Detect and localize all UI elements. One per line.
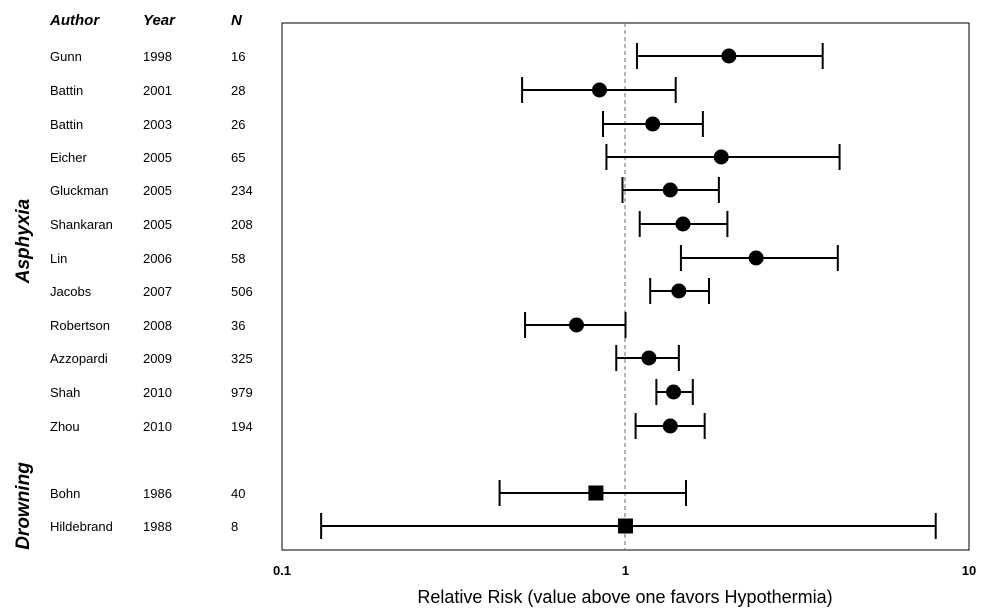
estimate-point: [645, 116, 661, 132]
study-year: 2010: [143, 385, 172, 400]
n-header: N: [231, 12, 243, 29]
study-n: 234: [231, 183, 253, 198]
study-year: 2010: [143, 419, 172, 434]
x-tick-label: 0.1: [273, 563, 291, 578]
study-n: 26: [231, 117, 245, 132]
estimate-point: [662, 418, 678, 434]
year-header: Year: [143, 12, 176, 29]
study-author: Gluckman: [50, 183, 109, 198]
study-year: 2005: [143, 217, 172, 232]
study-n: 979: [231, 385, 253, 400]
group-label: Asphyxia: [13, 198, 34, 284]
study-year: 2005: [143, 183, 172, 198]
study-author: Battin: [50, 117, 83, 132]
study-n: 208: [231, 217, 253, 232]
study-year: 2005: [143, 150, 172, 165]
study-author: Jacobs: [50, 284, 92, 299]
x-tick-label: 10: [962, 563, 976, 578]
study-n: 40: [231, 486, 245, 501]
study-labels: Gunn 1998 16 Battin 2001 28 Battin 2003 26 Eicher…: [50, 49, 253, 534]
estimate-square: [588, 485, 604, 501]
study-author: Shah: [50, 385, 80, 400]
group-labels: Asphyxia Drowning: [13, 198, 34, 549]
study-author: Battin: [50, 83, 83, 98]
study-n: 28: [231, 83, 245, 98]
study-year: 2003: [143, 117, 172, 132]
study-author: Robertson: [50, 318, 110, 333]
study-author: Bohn: [50, 486, 80, 501]
study-n: 325: [231, 351, 253, 366]
study-n: 506: [231, 284, 253, 299]
study-n: 8: [231, 519, 238, 534]
column-headers: Author Year N: [49, 12, 243, 29]
study-marks: [320, 43, 937, 539]
estimate-point: [666, 384, 682, 400]
study-author: Lin: [50, 251, 67, 266]
study-year: 1998: [143, 49, 172, 64]
study-author: Eicher: [50, 150, 88, 165]
author-header: Author: [49, 12, 100, 29]
estimate-point: [671, 283, 687, 299]
study-author: Gunn: [50, 49, 82, 64]
x-axis-label: Relative Risk (value above one favors Hy…: [417, 587, 832, 607]
estimate-square: [618, 518, 633, 534]
estimate-point: [713, 149, 729, 165]
estimate-point: [662, 182, 678, 198]
study-year: 2009: [143, 351, 172, 366]
study-n: 58: [231, 251, 245, 266]
study-n: 36: [231, 318, 245, 333]
study-n: 194: [231, 419, 253, 434]
estimate-point: [721, 48, 737, 64]
group-label: Drowning: [13, 462, 34, 550]
estimate-point: [591, 82, 607, 98]
study-author: Azzopardi: [50, 351, 108, 366]
study-author: Hildebrand: [50, 519, 113, 534]
estimate-point: [675, 216, 691, 232]
study-year: 2007: [143, 284, 172, 299]
estimate-point: [748, 250, 764, 266]
study-year: 1986: [143, 486, 172, 501]
study-year: 2001: [143, 83, 172, 98]
study-year: 2008: [143, 318, 172, 333]
study-n: 65: [231, 150, 245, 165]
x-tick-label: 1: [622, 563, 629, 578]
study-year: 1988: [143, 519, 172, 534]
x-axis-ticks: 0.1 1 10: [273, 563, 976, 578]
study-author: Zhou: [50, 419, 80, 434]
study-author: Shankaran: [50, 217, 113, 232]
estimate-point: [568, 317, 584, 333]
study-year: 2006: [143, 251, 172, 266]
estimate-point: [641, 350, 657, 366]
study-n: 16: [231, 49, 245, 64]
